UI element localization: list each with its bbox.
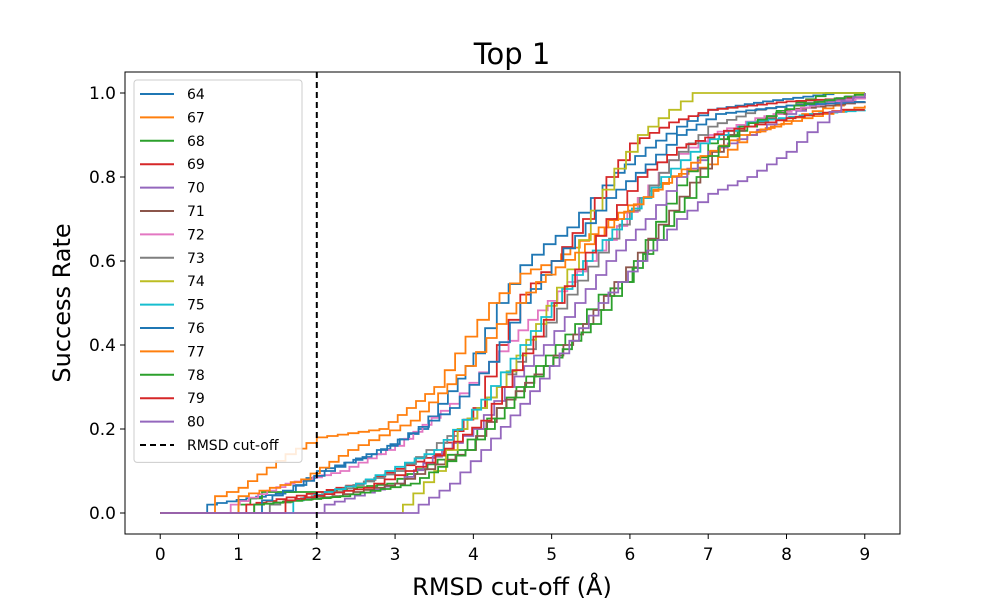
- x-tick-label: 6: [625, 545, 636, 565]
- x-tick-label: 5: [546, 545, 557, 565]
- legend-label: 80: [187, 415, 205, 431]
- x-tick-label: 8: [781, 545, 792, 565]
- legend: 64 67 68 69 70 71 72 73 74 75 76 77 78 79 80 RMSD cut-o…: [133, 79, 303, 463]
- legend-label: 64: [187, 87, 205, 103]
- series-line-78: [160, 93, 866, 514]
- chart-title: Top 1: [473, 37, 551, 71]
- series-lines: [160, 92, 866, 514]
- x-axis: 0 1 2 3 4 5 6 7 8 9: [155, 534, 870, 565]
- x-tick-label: 2: [311, 545, 322, 565]
- legend-label: 75: [187, 298, 205, 314]
- y-tick-label: 0.6: [89, 252, 116, 272]
- x-axis-title: RMSD cut-off (Å): [412, 572, 612, 600]
- legend-label: RMSD cut-off: [187, 438, 279, 454]
- legend-label: 76: [187, 321, 205, 337]
- legend-label: 72: [187, 227, 205, 243]
- series-line-79: [160, 108, 865, 514]
- legend-label: 68: [187, 134, 205, 150]
- x-tick-label: 0: [155, 545, 166, 565]
- y-axis: 0.0 0.2 0.4 0.6 0.8 1.0: [89, 84, 125, 524]
- legend-label: 71: [187, 204, 205, 220]
- legend-label: 74: [187, 274, 205, 290]
- plot-frame: [124, 71, 901, 535]
- series-line-75: [160, 109, 866, 514]
- series-line-69: [160, 96, 866, 514]
- y-tick-label: 0.2: [89, 420, 116, 440]
- legend-label: 70: [187, 181, 205, 197]
- legend-box: [133, 79, 303, 463]
- legend-label: 73: [187, 251, 205, 267]
- legend-label: 67: [187, 110, 205, 126]
- x-tick-label: 9: [859, 545, 870, 565]
- x-tick-label: 4: [468, 545, 479, 565]
- x-tick-label: 1: [233, 545, 244, 565]
- y-tick-label: 0.8: [89, 168, 116, 188]
- legend-label: 77: [187, 344, 205, 360]
- x-tick-label: 7: [703, 545, 714, 565]
- y-tick-label: 1.0: [89, 84, 116, 104]
- y-tick-label: 0.0: [89, 504, 116, 524]
- legend-label: 79: [187, 391, 205, 407]
- x-tick-label: 3: [390, 545, 401, 565]
- y-tick-label: 0.4: [89, 336, 116, 356]
- y-axis-title: Success Rate: [48, 223, 76, 382]
- series-line-80: [160, 93, 866, 514]
- legend-label: 69: [187, 157, 205, 173]
- series-line-77: [160, 105, 866, 514]
- legend-label: 78: [187, 368, 205, 384]
